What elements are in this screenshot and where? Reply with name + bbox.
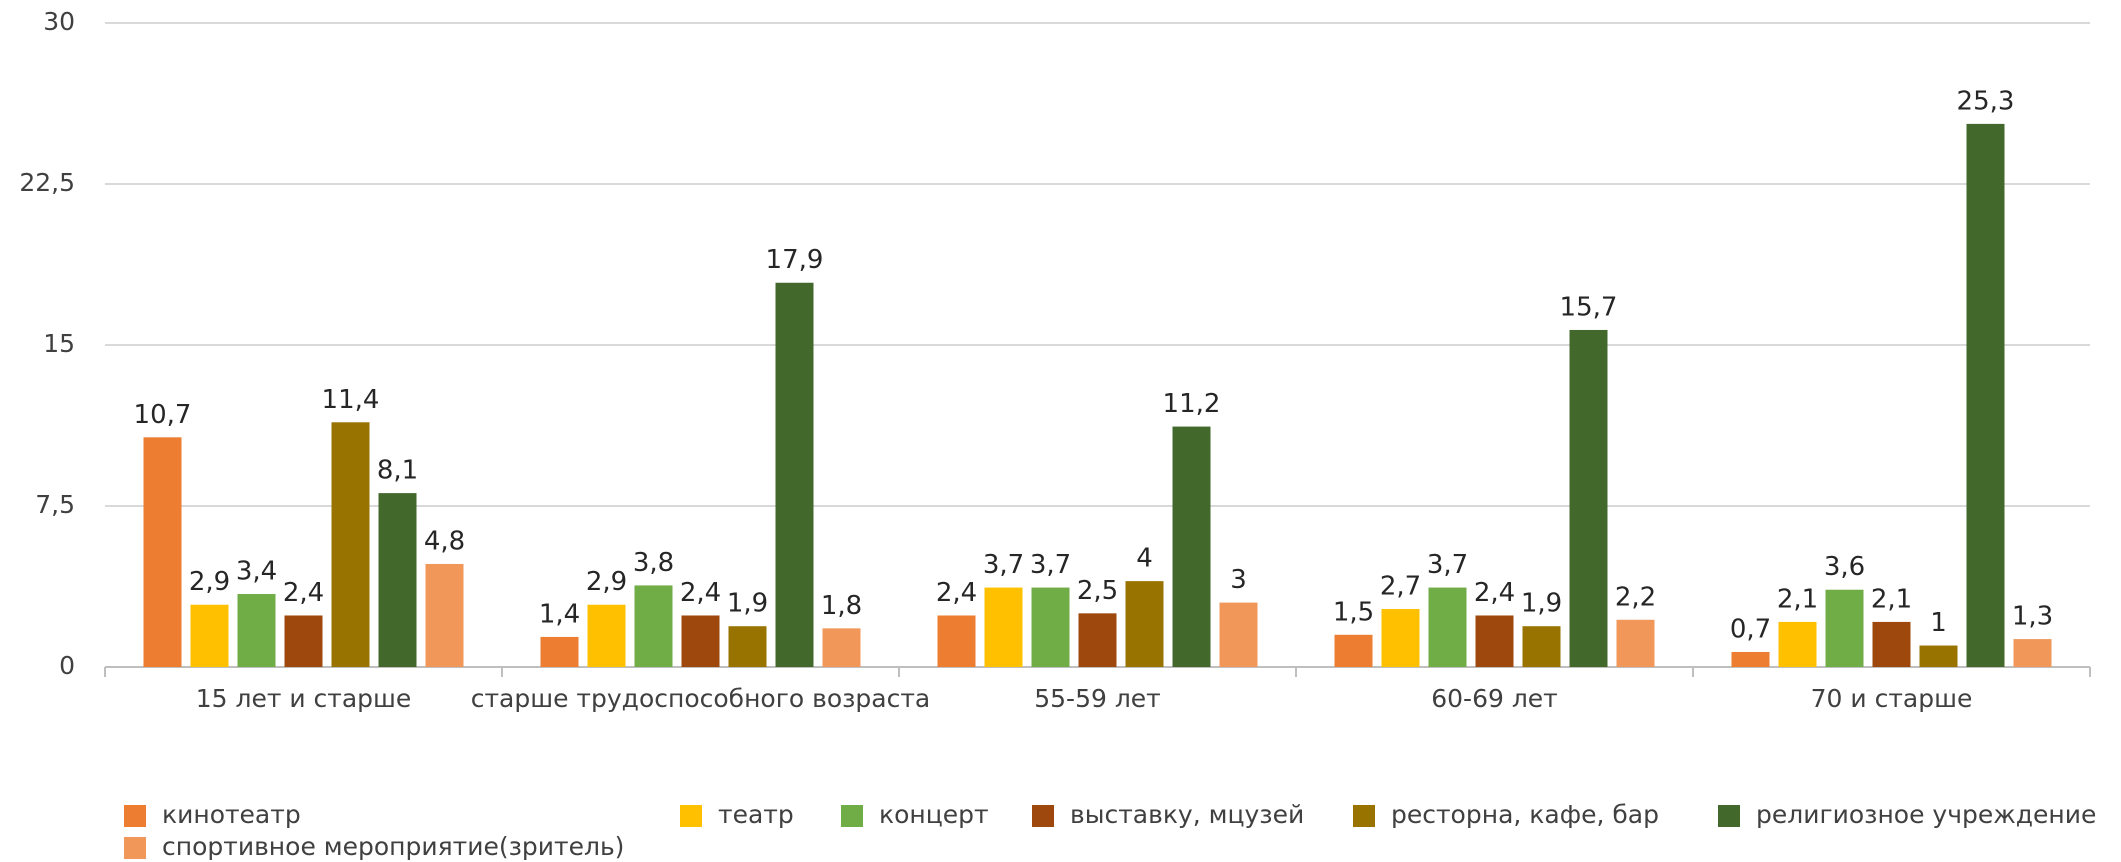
bar <box>1031 587 1070 667</box>
legend-label: ресторна, кафе, бар <box>1391 800 1659 829</box>
x-tick-label: старше трудоспособного возраста <box>471 684 931 713</box>
bar <box>1428 587 1467 667</box>
data-label: 11,2 <box>1163 389 1221 419</box>
bar <box>634 585 673 667</box>
data-label: 4,8 <box>424 526 465 556</box>
bar <box>937 615 976 667</box>
bar <box>237 594 276 667</box>
data-label: 2,4 <box>1474 578 1515 608</box>
data-label: 1,9 <box>1521 589 1562 619</box>
data-label: 2,4 <box>283 578 324 608</box>
data-label: 2,1 <box>1777 584 1818 614</box>
data-label: 17,9 <box>766 245 824 275</box>
data-label: 1,8 <box>821 591 862 621</box>
bar <box>1125 581 1164 667</box>
bar <box>2013 639 2052 667</box>
data-label: 2,2 <box>1615 582 1656 612</box>
x-tick-label: 70 и старше <box>1811 684 1973 713</box>
data-label: 10,7 <box>134 400 192 430</box>
bar <box>1475 615 1514 667</box>
legend-label: спортивное мероприятие(зритель) <box>162 832 624 861</box>
bar <box>1078 613 1117 667</box>
bar <box>331 422 370 667</box>
bar <box>681 615 720 667</box>
bar <box>1919 645 1958 667</box>
bar <box>728 626 767 667</box>
x-tick-label: 15 лет и старше <box>196 684 412 713</box>
bar <box>1731 651 1770 667</box>
data-label: 1,4 <box>539 599 580 629</box>
bar <box>775 282 814 667</box>
x-tick-label: 55-59 лет <box>1034 684 1161 713</box>
bar <box>540 636 579 667</box>
bar <box>1381 609 1420 667</box>
data-label: 3,7 <box>1030 550 1071 580</box>
y-tick-label: 0 <box>59 651 75 680</box>
bar <box>1825 589 1864 667</box>
legend-label: концерт <box>879 800 989 829</box>
bar <box>1616 619 1655 667</box>
bar <box>1172 426 1211 667</box>
data-label: 8,1 <box>377 456 418 486</box>
bar <box>822 628 861 667</box>
legend-swatch <box>1353 805 1375 827</box>
legend-swatch <box>1032 805 1054 827</box>
legend-swatch <box>124 805 146 827</box>
data-label: 2,5 <box>1077 576 1118 606</box>
bar <box>190 604 229 667</box>
bar <box>143 437 182 667</box>
bar <box>1966 123 2005 668</box>
bar <box>984 587 1023 667</box>
legend-label: кинотеатр <box>162 800 301 829</box>
x-tick-label: 60-69 лет <box>1431 684 1558 713</box>
data-label: 15,7 <box>1560 292 1618 322</box>
legend-label: выставку, мцузей <box>1070 800 1304 829</box>
bar <box>378 493 417 667</box>
bar <box>1522 626 1561 667</box>
bar <box>1219 602 1258 667</box>
bar <box>1778 621 1817 667</box>
data-label: 2,7 <box>1380 572 1421 602</box>
data-label: 11,4 <box>322 385 380 415</box>
bar <box>1569 329 1608 667</box>
data-label: 1,5 <box>1333 597 1374 627</box>
data-label: 2,1 <box>1871 584 1912 614</box>
data-label: 3,7 <box>983 550 1024 580</box>
legend-swatch <box>124 837 146 859</box>
bar <box>1872 621 1911 667</box>
bar <box>284 615 323 667</box>
bar <box>587 604 626 667</box>
bar <box>425 563 464 667</box>
data-label: 1,3 <box>2012 602 2053 632</box>
data-label: 2,4 <box>680 578 721 608</box>
y-tick-label: 15 <box>43 329 75 358</box>
legend-swatch <box>841 805 863 827</box>
y-tick-label: 7,5 <box>35 490 75 519</box>
legend-swatch <box>680 805 702 827</box>
data-label: 0,7 <box>1730 614 1771 644</box>
bar <box>1334 634 1373 667</box>
data-label: 3,7 <box>1427 550 1468 580</box>
data-label: 25,3 <box>1957 86 2015 116</box>
data-label: 1 <box>1930 608 1947 638</box>
y-tick-label: 22,5 <box>19 168 75 197</box>
data-label: 2,9 <box>189 567 230 597</box>
data-label: 3,4 <box>236 557 277 587</box>
data-label: 1,9 <box>727 589 768 619</box>
legend-swatch <box>1718 805 1740 827</box>
data-label: 2,4 <box>936 578 977 608</box>
data-label: 4 <box>1136 544 1153 574</box>
data-label: 3,6 <box>1824 552 1865 582</box>
y-tick-label: 30 <box>43 7 75 36</box>
data-label: 3 <box>1230 565 1247 595</box>
data-label: 2,9 <box>586 567 627 597</box>
data-label: 3,8 <box>633 548 674 578</box>
legend-label: театр <box>718 800 794 829</box>
legend-label: религиозное учреждение <box>1756 800 2096 829</box>
